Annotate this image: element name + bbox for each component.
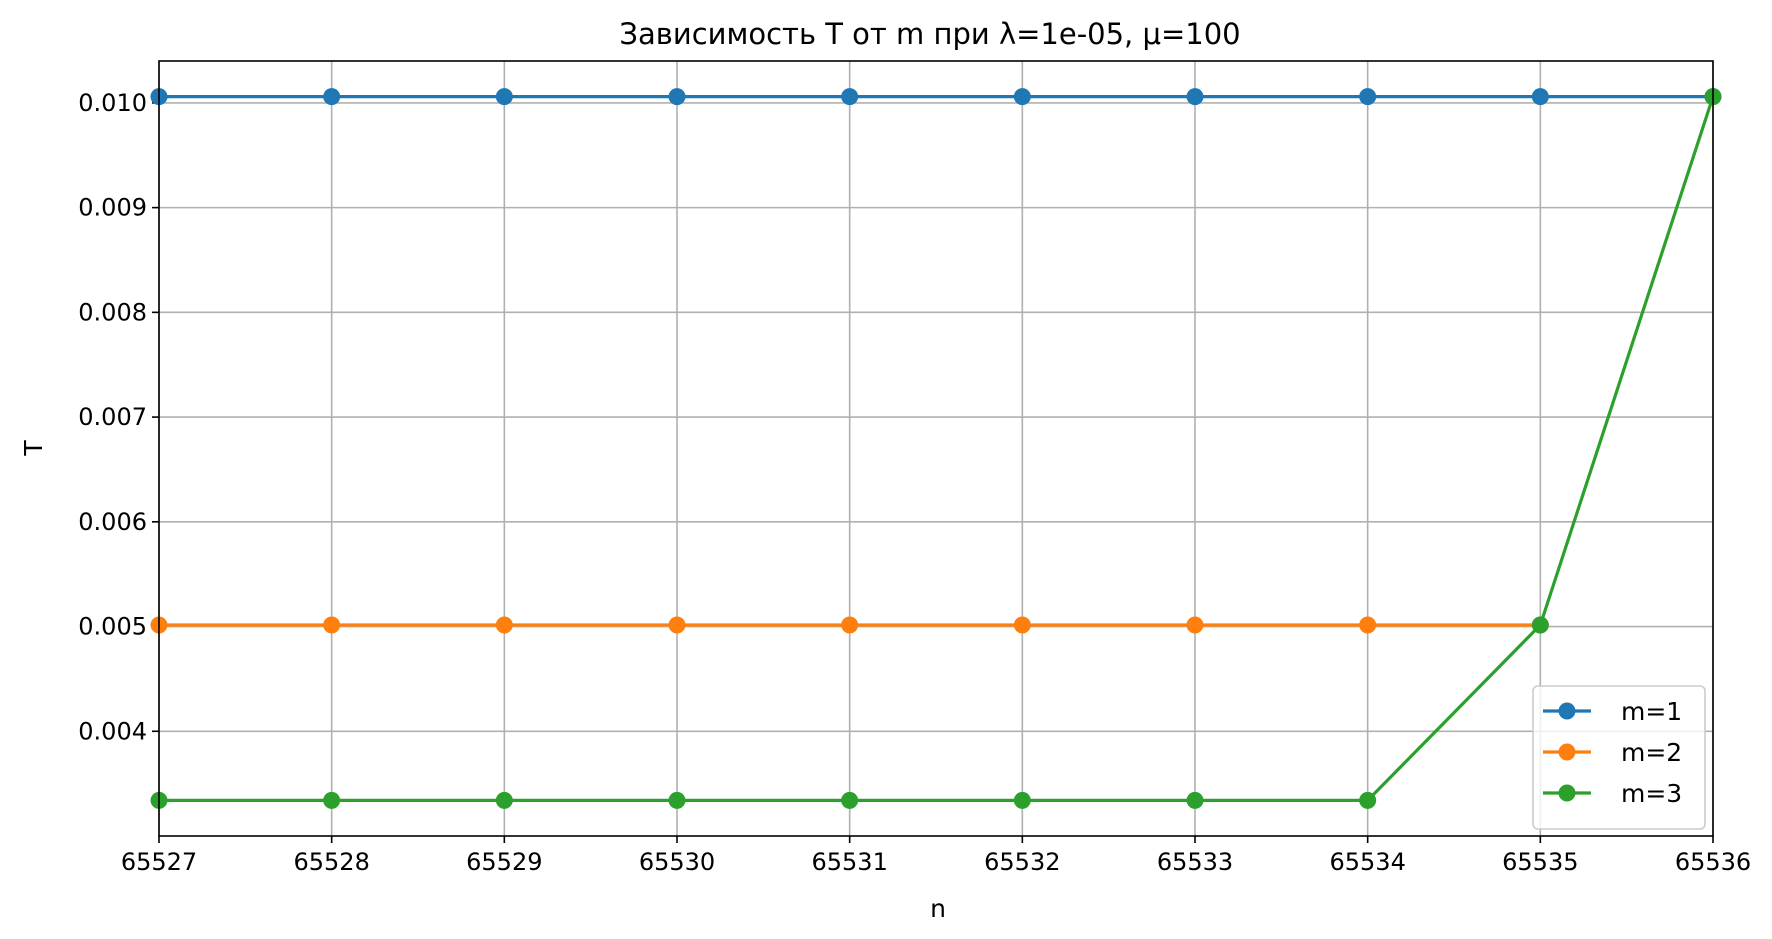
- legend-label: m=1: [1621, 697, 1682, 726]
- data-point: [841, 791, 859, 809]
- data-point: [1359, 616, 1377, 634]
- data-point: [1013, 88, 1031, 106]
- x-tick-label: 65528: [293, 848, 369, 876]
- series-layer: [150, 88, 1722, 809]
- x-tick-label: 65531: [811, 848, 887, 876]
- chart-title: Зависимость T от m при λ=1e-05, μ=100: [619, 17, 1240, 51]
- x-axis-ticks: 65527 65528 65529 65530 65531 65532 65533 65534…: [121, 836, 1751, 876]
- x-tick-label: 65530: [639, 848, 715, 876]
- legend-item: m=1: [1543, 697, 1682, 726]
- data-point: [1359, 791, 1377, 809]
- y-tick-label: 0.010: [78, 89, 147, 117]
- y-tick-label: 0.008: [78, 298, 147, 326]
- y-axis-title: T: [19, 440, 48, 457]
- grid-lines: [158, 61, 1714, 836]
- data-point: [323, 88, 341, 106]
- data-point: [1186, 88, 1204, 106]
- series-3: [150, 88, 1722, 809]
- data-point: [323, 616, 341, 634]
- series-2: [150, 616, 1549, 634]
- x-tick-label: 65529: [466, 848, 542, 876]
- legend-marker: [1558, 743, 1576, 761]
- x-tick-label: 65532: [984, 848, 1060, 876]
- data-point: [1013, 616, 1031, 634]
- legend-item: m=3: [1543, 779, 1682, 808]
- data-point: [1531, 88, 1549, 106]
- data-point: [668, 791, 686, 809]
- x-axis-title: n: [930, 894, 946, 923]
- data-point: [495, 616, 513, 634]
- plot-area-frame: [158, 60, 1714, 837]
- x-tick-label: 65534: [1329, 848, 1405, 876]
- y-tick-label: 0.005: [78, 613, 147, 641]
- data-point: [323, 791, 341, 809]
- y-tick-label: 0.007: [78, 403, 147, 431]
- x-tick-label: 65536: [1675, 848, 1751, 876]
- data-point: [1531, 616, 1549, 634]
- data-point: [1013, 791, 1031, 809]
- x-tick-label: 65527: [121, 848, 197, 876]
- data-point: [495, 791, 513, 809]
- x-tick-label: 65535: [1502, 848, 1578, 876]
- data-point: [668, 616, 686, 634]
- data-point: [1186, 791, 1204, 809]
- data-point: [495, 88, 513, 106]
- legend-item: m=2: [1543, 738, 1682, 767]
- data-point: [668, 88, 686, 106]
- legend: m=1 m=2 m=3: [1532, 685, 1706, 830]
- data-point: [1186, 616, 1204, 634]
- y-axis-ticks: 0.004 0.005 0.006 0.007 0.008 0.009 0.010: [78, 89, 159, 745]
- legend-marker: [1558, 702, 1576, 720]
- x-tick-label: 65533: [1157, 848, 1233, 876]
- legend-label: m=2: [1621, 738, 1682, 767]
- legend-marker: [1558, 784, 1576, 802]
- y-tick-label: 0.004: [78, 717, 147, 745]
- y-tick-label: 0.006: [78, 508, 147, 536]
- series-line: [159, 96, 1715, 802]
- y-tick-label: 0.009: [78, 194, 147, 222]
- data-point: [1359, 88, 1377, 106]
- legend-label: m=3: [1621, 779, 1682, 808]
- data-point: [841, 88, 859, 106]
- data-point: [841, 616, 859, 634]
